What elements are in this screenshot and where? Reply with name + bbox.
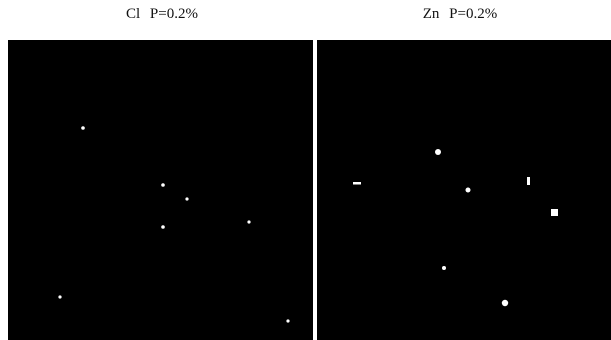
panel-title: Zn P=0.2%	[310, 6, 610, 23]
zn-map	[317, 40, 611, 340]
page: Cl P=0.2% Zn P=0.2% (() => { const data …	[0, 0, 611, 340]
panel-title: Cl P=0.2%	[12, 6, 312, 23]
cl-map	[8, 40, 313, 340]
